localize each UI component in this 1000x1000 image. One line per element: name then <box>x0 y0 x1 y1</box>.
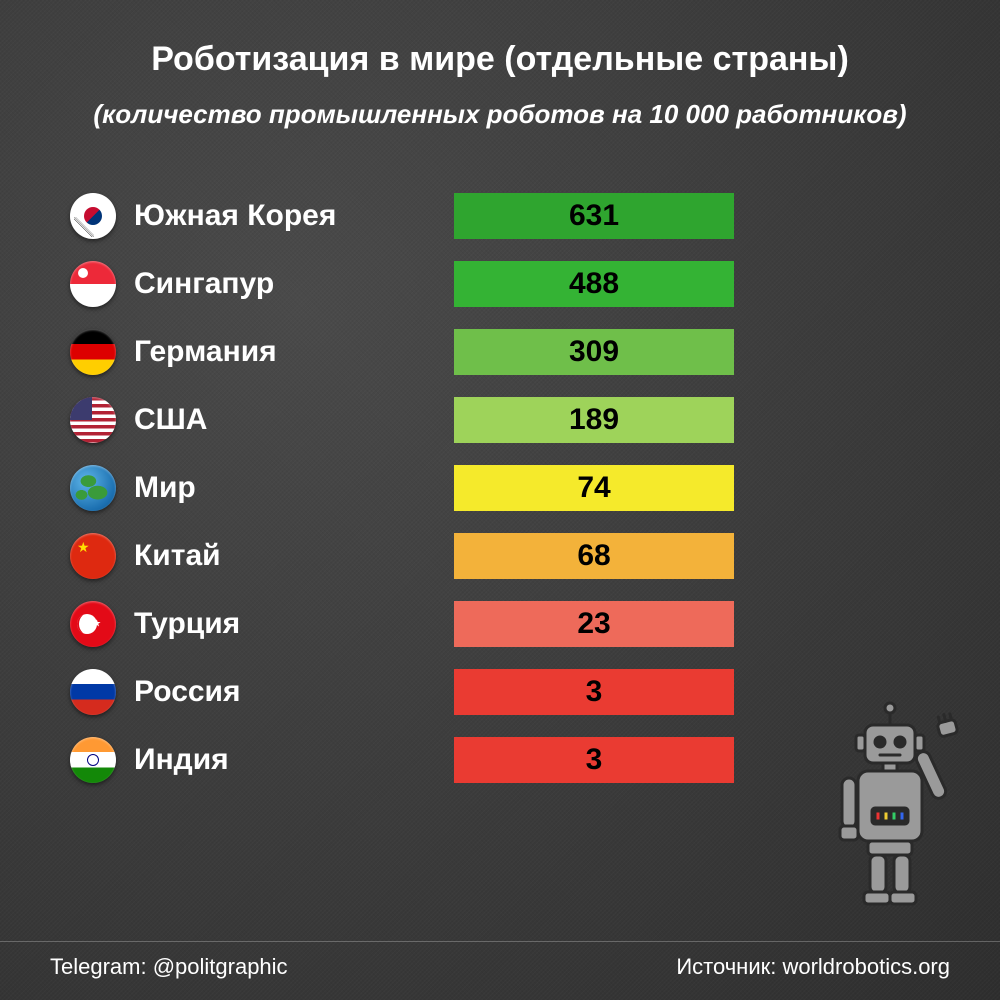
value-text: 631 <box>569 199 619 233</box>
value-bar: 631 <box>454 193 734 239</box>
footer-left: Telegram: @politgraphic <box>50 954 288 980</box>
world-flag-icon <box>70 465 116 511</box>
sg-flag-icon <box>70 261 116 307</box>
cn-flag-icon <box>70 533 116 579</box>
country-label: Россия <box>134 675 454 709</box>
chart-row: Турция 23 <box>70 590 950 658</box>
value-text: 3 <box>586 743 603 777</box>
tr-flag-icon <box>70 601 116 647</box>
chart-row: США 189 <box>70 386 950 454</box>
chart-row: Южная Корея 631 <box>70 182 950 250</box>
chart-row: Германия 309 <box>70 318 950 386</box>
footer-divider <box>0 941 1000 942</box>
country-label: Мир <box>134 471 454 505</box>
value-text: 488 <box>569 267 619 301</box>
footer-right: Источник: worldrobotics.org <box>676 954 950 980</box>
in-flag-icon <box>70 737 116 783</box>
chart-title: Роботизация в мире (отдельные страны) <box>50 40 950 79</box>
value-bar: 68 <box>454 533 734 579</box>
country-label: Южная Корея <box>134 199 454 233</box>
value-bar: 74 <box>454 465 734 511</box>
value-bar: 488 <box>454 261 734 307</box>
value-bar: 309 <box>454 329 734 375</box>
value-bar: 23 <box>454 601 734 647</box>
chart-row: Мир 74 <box>70 454 950 522</box>
country-label: Китай <box>134 539 454 573</box>
value-bar: 3 <box>454 669 734 715</box>
robot-icon <box>810 700 970 910</box>
chart-row: Китай 68 <box>70 522 950 590</box>
value-text: 309 <box>569 335 619 369</box>
country-label: Германия <box>134 335 454 369</box>
country-label: Индия <box>134 743 454 777</box>
value-text: 74 <box>577 471 610 505</box>
value-text: 189 <box>569 403 619 437</box>
value-bar: 3 <box>454 737 734 783</box>
value-bar: 189 <box>454 397 734 443</box>
value-text: 23 <box>577 607 610 641</box>
country-label: Турция <box>134 607 454 641</box>
value-text: 3 <box>586 675 603 709</box>
country-label: США <box>134 403 454 437</box>
kr-flag-icon <box>70 193 116 239</box>
country-label: Сингапур <box>134 267 454 301</box>
ru-flag-icon <box>70 669 116 715</box>
chart-subtitle: (количество промышленных роботов на 10 0… <box>50 97 950 132</box>
us-flag-icon <box>70 397 116 443</box>
chart-row: Сингапур 488 <box>70 250 950 318</box>
de-flag-icon <box>70 329 116 375</box>
value-text: 68 <box>577 539 610 573</box>
